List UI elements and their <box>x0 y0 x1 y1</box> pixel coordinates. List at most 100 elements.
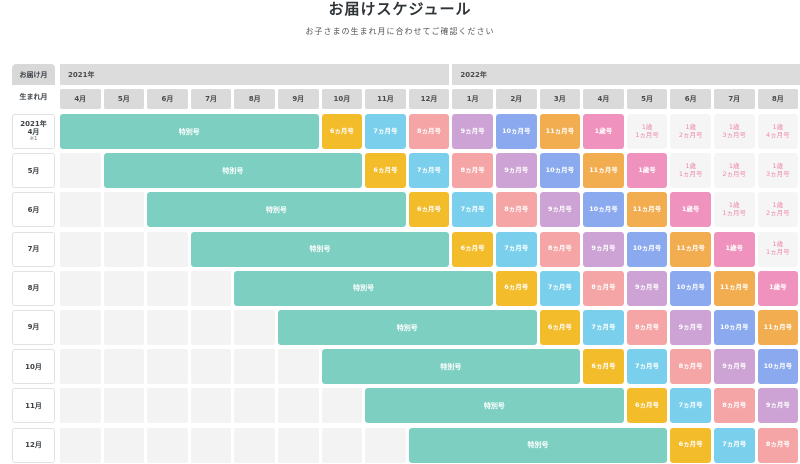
empty-cell <box>60 270 101 306</box>
issue-cell: 1歳号 <box>714 231 755 267</box>
issue-cell: 1歳 3ヵ月号 <box>714 114 755 149</box>
issue-cell: 11ヵ月号 <box>714 270 755 306</box>
issue-cell: 7ヵ月号 <box>496 231 537 267</box>
empty-cell <box>147 231 188 267</box>
special-issue-span: 特別号 <box>365 388 624 424</box>
issue-cell: 1歳 1ヵ月号 <box>626 114 668 149</box>
empty-cell <box>234 310 275 345</box>
issue-cell: 10ヵ月号 <box>626 231 668 267</box>
issue-cell: 9ヵ月号 <box>757 388 799 424</box>
empty-cell <box>103 270 145 306</box>
birth-month-text: 6月 <box>27 205 40 214</box>
year-bar-2021: 2021年 <box>60 64 450 85</box>
issue-cell: 9ヵ月号 <box>583 231 624 267</box>
issue-cell: 1歳 4ヵ月号 <box>757 114 799 149</box>
issue-cell: 7ヵ月号 <box>626 349 668 385</box>
issue-cell: 8ヵ月号 <box>496 192 537 228</box>
birth-month-text: 2021年 <box>20 120 47 129</box>
issue-cell: 9ヵ月号 <box>626 270 668 306</box>
issue-cell: 8ヵ月号 <box>452 153 493 189</box>
issue-cell: 1歳 1ヵ月号 <box>714 192 755 228</box>
issue-cell: 1歳 2ヵ月号 <box>670 114 711 149</box>
empty-cell <box>234 388 275 424</box>
issue-cell: 8ヵ月号 <box>583 270 624 306</box>
month-header: 3月 <box>539 89 581 109</box>
year-bar-2022: 2022年 <box>452 64 800 85</box>
issue-cell: 7ヵ月号 <box>365 114 406 149</box>
issue-cell: 6ヵ月号 <box>365 153 406 189</box>
issue-cell: 8ヵ月号 <box>757 427 799 463</box>
issue-cell: 8ヵ月号 <box>670 349 711 385</box>
month-header: 5月 <box>103 89 145 109</box>
empty-cell <box>103 388 145 424</box>
issue-cell: 11ヵ月号 <box>626 192 668 228</box>
birth-month-label: 6月 <box>12 192 55 228</box>
empty-cell <box>60 153 101 189</box>
empty-cell <box>147 388 188 424</box>
empty-cell <box>190 270 232 306</box>
empty-cell <box>190 388 232 424</box>
empty-cell <box>103 231 145 267</box>
month-header: 6月 <box>670 89 711 109</box>
header-corner: お届け月 生まれ月 <box>12 64 55 109</box>
issue-cell: 8ヵ月号 <box>539 231 581 267</box>
special-issue-span: 特別号 <box>60 114 319 149</box>
issue-cell: 9ヵ月号 <box>670 310 711 345</box>
month-header: 7月 <box>714 89 755 109</box>
special-issue-span: 特別号 <box>103 153 363 189</box>
birth-month-label: 8月 <box>12 270 55 306</box>
issue-cell: 6ヵ月号 <box>408 192 450 228</box>
month-header: 5月 <box>626 89 668 109</box>
month-header: 8月 <box>757 89 799 109</box>
empty-cell <box>190 310 232 345</box>
issue-cell: 11ヵ月号 <box>539 114 581 149</box>
issue-cell: 10ヵ月号 <box>757 349 799 385</box>
issue-cell: 1歳 1ヵ月号 <box>757 231 799 267</box>
empty-cell <box>234 427 275 463</box>
empty-cell <box>103 310 145 345</box>
issue-cell: 10ヵ月号 <box>670 270 711 306</box>
special-issue-span: 特別号 <box>147 192 406 228</box>
corner-birth-month-label: 生まれ月 <box>19 93 48 101</box>
issue-cell: 8ヵ月号 <box>714 388 755 424</box>
empty-cell <box>278 388 319 424</box>
issue-cell: 10ヵ月号 <box>714 310 755 345</box>
issue-cell: 8ヵ月号 <box>408 114 450 149</box>
birth-month-text: 10月 <box>25 362 42 371</box>
issue-cell: 11ヵ月号 <box>757 310 799 345</box>
month-header: 10月 <box>321 89 363 109</box>
corner-delivery-month-label: お届け月 <box>12 64 55 85</box>
issue-cell: 1歳 2ヵ月号 <box>757 192 799 228</box>
empty-cell <box>321 427 363 463</box>
issue-cell: 1歳号 <box>626 153 668 189</box>
issue-cell: 6ヵ月号 <box>321 114 363 149</box>
birth-month-text: 8月 <box>27 284 40 293</box>
birth-month-label: 12月 <box>12 427 55 463</box>
birth-month-text: 7月 <box>27 245 40 254</box>
issue-cell: 8ヵ月号 <box>626 310 668 345</box>
empty-cell <box>60 231 101 267</box>
birth-month-label: 5月 <box>12 153 55 189</box>
issue-cell: 7ヵ月号 <box>583 310 624 345</box>
issue-cell: 7ヵ月号 <box>539 270 581 306</box>
issue-cell: 1歳 1ヵ月号 <box>670 153 711 189</box>
month-header: 9月 <box>278 89 319 109</box>
issue-cell: 9ヵ月号 <box>452 114 493 149</box>
issue-cell: 7ヵ月号 <box>714 427 755 463</box>
month-header: 4月 <box>583 89 624 109</box>
empty-cell <box>365 427 406 463</box>
issue-cell: 11ヵ月号 <box>583 153 624 189</box>
issue-cell: 6ヵ月号 <box>496 270 537 306</box>
issue-cell: 6ヵ月号 <box>670 427 711 463</box>
birth-month-label: 11月 <box>12 388 55 424</box>
month-header: 4月 <box>60 89 101 109</box>
special-issue-span: 特別号 <box>408 427 668 463</box>
empty-cell <box>60 349 101 385</box>
month-header: 2月 <box>496 89 537 109</box>
empty-cell <box>60 192 101 228</box>
month-header: 11月 <box>365 89 406 109</box>
month-header: 8月 <box>234 89 275 109</box>
empty-cell <box>278 349 319 385</box>
issue-cell: 1歳号 <box>670 192 711 228</box>
